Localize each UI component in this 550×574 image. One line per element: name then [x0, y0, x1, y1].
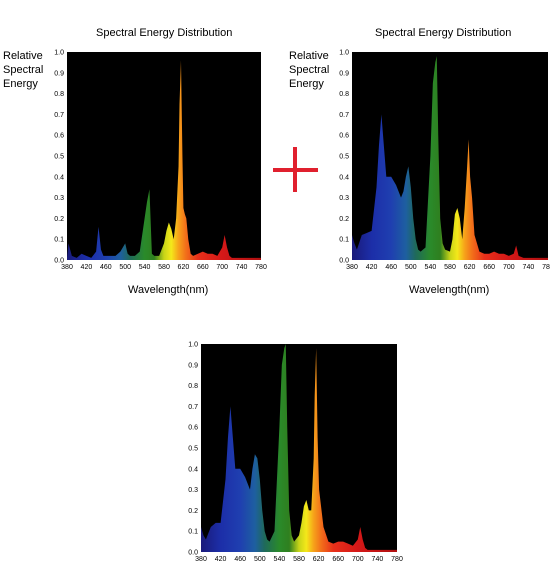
- x-tick-label: 660: [483, 264, 495, 271]
- x-tick-label: 500: [254, 556, 266, 563]
- x-tick-label: 620: [464, 264, 476, 271]
- chart-title-left: Spectral Energy Distribution: [96, 27, 233, 39]
- y-tick-label: 0.4: [339, 174, 349, 181]
- x-tick-label: 620: [313, 556, 325, 563]
- x-tick-label: 460: [385, 264, 397, 271]
- spectrum-area: [201, 344, 397, 552]
- y-tick-label: 0.4: [188, 466, 198, 473]
- x-tick-label: 580: [444, 264, 456, 271]
- x-tick-label: 540: [425, 264, 437, 271]
- y-tick-label: 0.7: [54, 112, 64, 119]
- y-tick-label: 0.9: [54, 70, 64, 77]
- y-tick-label: 0.8: [54, 91, 64, 98]
- x-tick-label: 500: [405, 264, 417, 271]
- x-tick-label: 660: [332, 556, 344, 563]
- x-tick-label: 420: [215, 556, 227, 563]
- chart-title-right: Spectral Energy Distribution: [375, 27, 512, 39]
- y-axis-label-line: Energy: [289, 78, 324, 90]
- y-tick-label: 0.5: [54, 154, 64, 161]
- y-tick-label: 0.1: [188, 529, 198, 536]
- y-axis-label-line: Spectral: [289, 64, 330, 76]
- y-tick-label: 0.5: [339, 154, 349, 161]
- x-tick-label: 620: [178, 264, 190, 271]
- x-tick-label: 580: [293, 556, 305, 563]
- x-tick-label: 500: [119, 264, 131, 271]
- y-tick-label: 1.0: [339, 50, 349, 57]
- y-tick-label: 0.8: [188, 383, 198, 390]
- plus-icon: [273, 147, 318, 192]
- x-tick-label: 380: [61, 264, 73, 271]
- y-tick-label: 0.2: [188, 508, 198, 515]
- y-tick-label: 0.3: [339, 195, 349, 202]
- x-tick-label: 780: [391, 556, 403, 563]
- plot-area: [67, 52, 261, 260]
- spectrum-area: [352, 56, 548, 260]
- y-tick-label: 0.2: [54, 216, 64, 223]
- y-tick-label: 0.7: [339, 112, 349, 119]
- x-tick-label: 540: [139, 264, 151, 271]
- y-tick-label: 0.0: [54, 258, 64, 265]
- x-tick-label: 700: [352, 556, 364, 563]
- x-tick-label: 580: [158, 264, 170, 271]
- x-tick-label: 740: [523, 264, 535, 271]
- x-tick-label: 780: [542, 264, 550, 271]
- y-tick-label: 0.8: [339, 91, 349, 98]
- y-tick-label: 0.3: [188, 487, 198, 494]
- x-tick-label: 700: [216, 264, 228, 271]
- y-tick-label: 0.6: [339, 133, 349, 140]
- x-tick-label: 660: [197, 264, 209, 271]
- y-tick-label: 0.2: [339, 216, 349, 223]
- y-tick-label: 0.1: [54, 237, 64, 244]
- x-tick-label: 420: [366, 264, 378, 271]
- spectrum-chart-combined: 0.0 0.1 0.2 0.3 0.4 0.5 0.6 0.7 0.8 0.9 1.0 380 420 4…: [188, 342, 403, 564]
- y-axis-label-left: Relative Spectral Energy: [3, 49, 63, 91]
- x-tick-label: 380: [346, 264, 358, 271]
- y-tick-label: 0.6: [54, 133, 64, 140]
- y-tick-label: 0.1: [339, 237, 349, 244]
- y-tick-label: 0.4: [54, 174, 64, 181]
- x-tick-label: 780: [255, 264, 267, 271]
- y-tick-label: 0.0: [188, 550, 198, 557]
- spectrum-chart-left: 0.0 0.1 0.2 0.3 0.4 0.5 0.6 0.7 0.8 0.9 1.0 380 420 4…: [54, 50, 267, 272]
- x-tick-label: 460: [234, 556, 246, 563]
- y-tick-label: 0.9: [188, 362, 198, 369]
- x-tick-label: 420: [81, 264, 93, 271]
- x-axis-label-left: Wavelength(nm): [128, 284, 209, 296]
- x-tick-label: 740: [372, 556, 384, 563]
- y-axis-label-line: Spectral: [3, 64, 44, 76]
- y-tick-label: 0.7: [188, 404, 198, 411]
- spectrum-chart-right: 0.0 0.1 0.2 0.3 0.4 0.5 0.6 0.7 0.8 0.9 1.0 380 420 4…: [339, 50, 550, 272]
- y-tick-label: 1.0: [54, 50, 64, 57]
- y-tick-label: 0.9: [339, 70, 349, 77]
- x-tick-label: 380: [195, 556, 207, 563]
- y-tick-label: 0.6: [188, 425, 198, 432]
- x-tick-label: 740: [236, 264, 248, 271]
- x-tick-label: 460: [100, 264, 112, 271]
- y-tick-label: 1.0: [188, 342, 198, 349]
- y-axis-label-line: Energy: [3, 78, 38, 90]
- y-tick-label: 0.3: [54, 195, 64, 202]
- y-axis-label-line: Relative: [289, 50, 329, 62]
- y-tick-label: 0.0: [339, 258, 349, 265]
- y-tick-label: 0.5: [188, 446, 198, 453]
- y-axis-label-right: Relative Spectral Energy: [289, 49, 349, 91]
- x-tick-label: 540: [274, 556, 286, 563]
- y-axis-label-line: Relative: [3, 50, 43, 62]
- x-axis-label-right: Wavelength(nm): [409, 284, 490, 296]
- x-tick-label: 700: [503, 264, 515, 271]
